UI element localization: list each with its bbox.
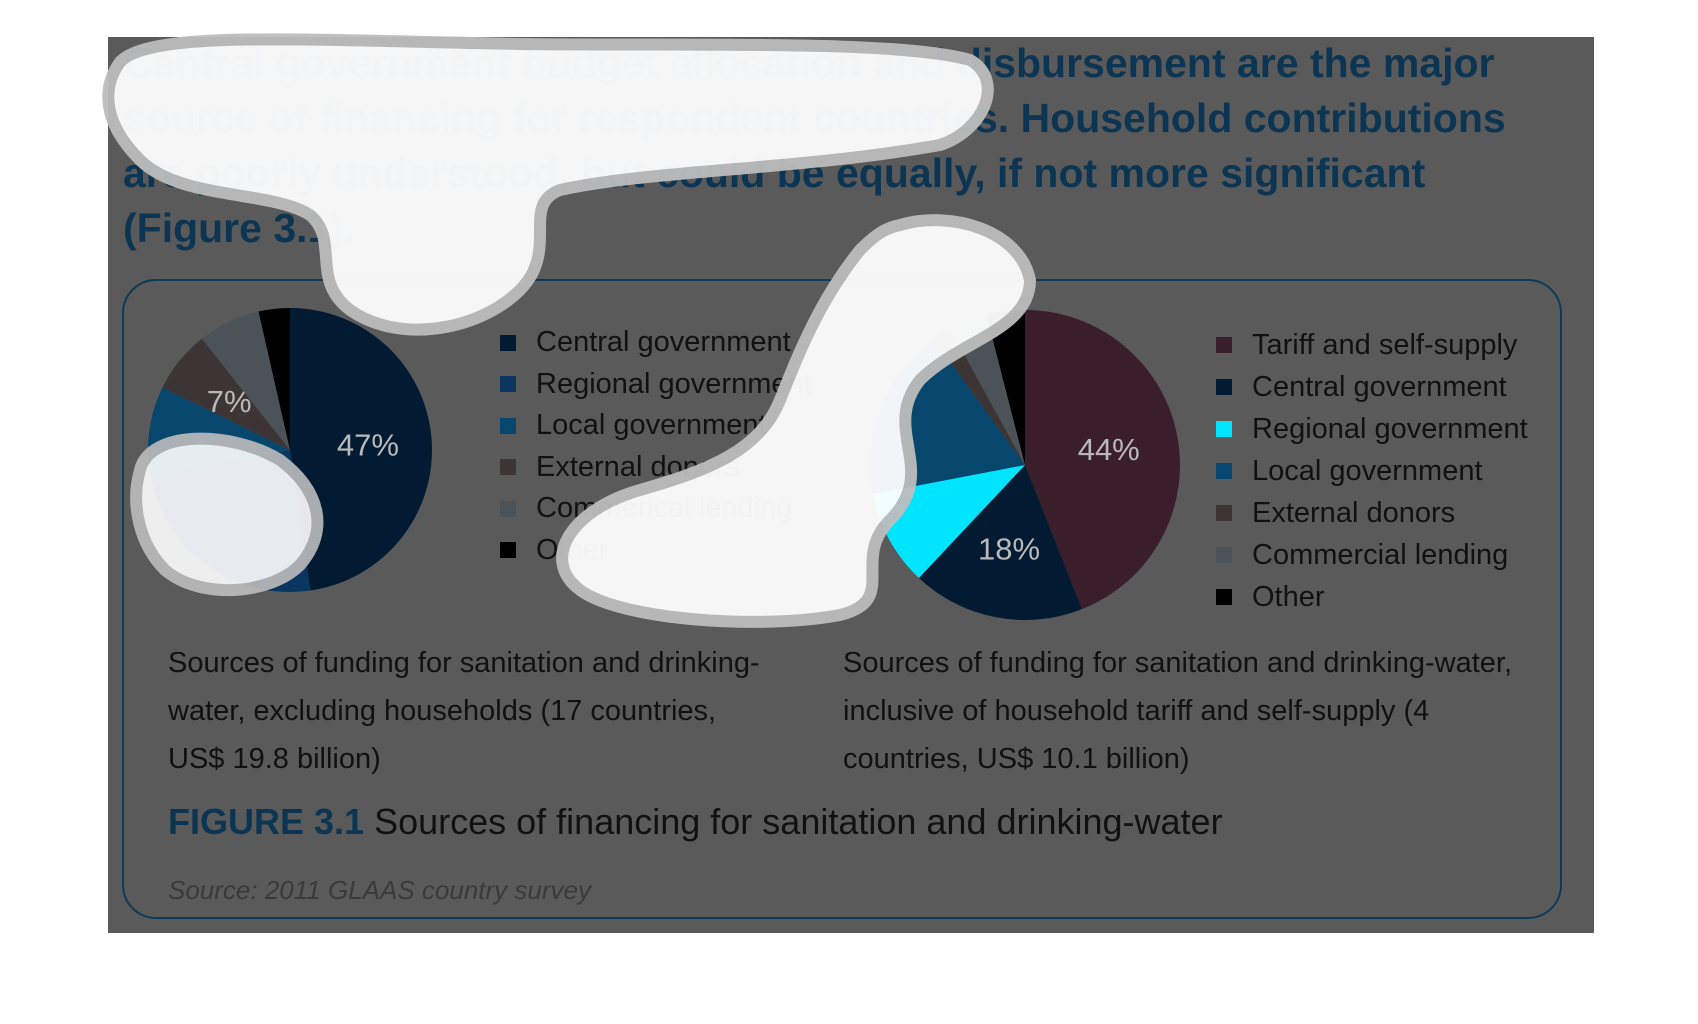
pie-slice-commerical-lending [201, 311, 290, 450]
legend-item: Commerical lending [500, 488, 812, 530]
legend-item: Commercial lending [1216, 534, 1528, 576]
pie-slice-central-government [290, 308, 432, 591]
figure-caption: FIGURE 3.1 Sources of financing for sani… [168, 801, 1223, 843]
legend-label: External donors [536, 450, 740, 483]
legend-item: Local government [1216, 450, 1528, 492]
legend-item: Regional government [500, 364, 812, 406]
legend-swatch [1216, 547, 1232, 563]
legend-item: Other [500, 530, 812, 572]
pie-slice-other [258, 308, 290, 450]
legend-label: Central government [536, 326, 791, 359]
legend-item: External donors [1216, 492, 1528, 534]
legend-swatch [500, 542, 516, 559]
pie-slice-external-donors [162, 338, 290, 450]
legend-label: Central government [1252, 370, 1507, 403]
legend-swatch [1216, 589, 1232, 605]
source-note: Source: 2011 GLAAS country survey [168, 875, 591, 905]
legend-item: Tariff and self-supply [1216, 324, 1528, 366]
figure-title: Sources of financing for sanitation and … [374, 801, 1223, 842]
legend-label: Other [1252, 580, 1325, 613]
pie-slice-tariff-and-self-supply [1025, 310, 1180, 610]
legend-swatch [1216, 505, 1232, 521]
legend-label: Regional government [1252, 412, 1528, 445]
legend-item: Central government [1216, 366, 1528, 408]
legend-label: Commerical lending [536, 492, 793, 525]
pie-data-label: 47% [337, 427, 399, 462]
chart-caption-excluding-households: Sources of funding for sanitation and dr… [168, 647, 760, 775]
legend-label: External donors [1252, 496, 1456, 529]
chart-caption-inclusive-households: Sources of funding for sanitation and dr… [843, 647, 1513, 775]
legend-swatch [500, 500, 516, 517]
legend-excluding-households: Central government Regional government Loc… [500, 322, 812, 571]
legend-label: Local government [536, 409, 767, 442]
legend-swatch [500, 417, 516, 434]
pie-data-label: 44% [1078, 432, 1140, 467]
legend-item: Local government [500, 405, 812, 447]
pie-data-label: 18% [978, 532, 1040, 567]
pie-chart-excluding-households: 47%7% [148, 308, 432, 592]
legend-swatch [500, 334, 516, 351]
headline: Central government budget allocation and… [123, 40, 1506, 251]
legend-swatch [1216, 337, 1232, 353]
legend-label: Regional government [536, 367, 812, 400]
legend-item: Central government [500, 322, 812, 364]
legend-label: Commercial lending [1252, 538, 1509, 571]
legend-swatch [500, 459, 516, 476]
legend-item: Other [1216, 576, 1528, 618]
legend-swatch [1216, 421, 1232, 437]
legend-item: Regional government [1216, 408, 1528, 450]
legend-swatch [1216, 463, 1232, 479]
legend-label: Other [536, 533, 609, 566]
legend-swatch [1216, 379, 1232, 395]
figure-number: FIGURE 3.1 [168, 801, 365, 842]
legend-inclusive-households: Tariff and self-supply Central government… [1216, 324, 1528, 618]
legend-swatch [500, 376, 516, 393]
pie-chart-inclusive-households: 44% 18% [870, 310, 1180, 620]
legend-item: External donors [500, 447, 812, 489]
legend-label: Local government [1252, 454, 1483, 487]
legend-label: Tariff and self-supply [1252, 328, 1518, 361]
